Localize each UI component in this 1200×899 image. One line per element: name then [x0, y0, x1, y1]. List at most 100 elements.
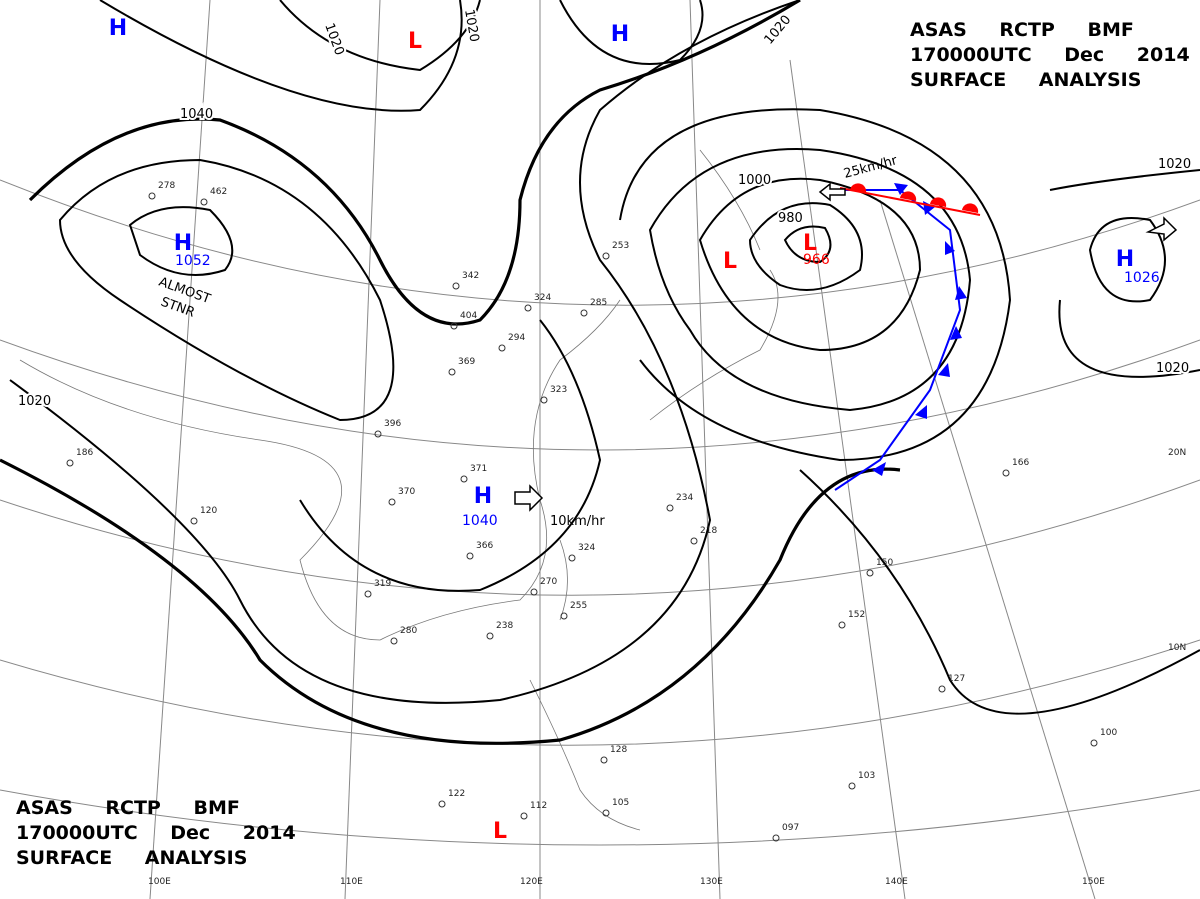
station-circle [388, 498, 396, 506]
longitude-label: 100E [148, 877, 171, 887]
center-symbol: L [493, 819, 507, 844]
station-pressure: 371 [470, 464, 487, 474]
station-circle [486, 632, 494, 640]
station-circle [540, 396, 548, 404]
center-symbol: L [803, 231, 817, 256]
center-symbol: H [611, 22, 629, 47]
station-circle [866, 569, 874, 577]
center-symbol: L [408, 29, 422, 54]
station-circle [602, 252, 610, 260]
station-pressure: 369 [458, 357, 475, 367]
station-pressure: 150 [876, 558, 893, 568]
latitude-label: 10N [1168, 643, 1186, 653]
header-line: 170000UTC Dec 2014 [910, 44, 1190, 66]
station-pressure: 462 [210, 187, 227, 197]
station-pressure: 100 [1100, 728, 1117, 738]
isobar-label: 1040 [180, 107, 213, 122]
station-pressure: 112 [530, 801, 547, 811]
motion-label: 10km/hr [550, 514, 605, 529]
station-circle [600, 756, 608, 764]
isobar-label: 1020 [1156, 361, 1189, 376]
station-pressure: 120 [200, 506, 217, 516]
station-pressure: 253 [612, 241, 629, 251]
station-circle [460, 475, 468, 483]
longitude-label: 120E [520, 877, 543, 887]
station-pressure: 105 [612, 798, 629, 808]
station-pressure: 280 [400, 626, 417, 636]
header-line: SURFACE ANALYSIS [16, 847, 247, 869]
station-circle [438, 800, 446, 808]
station-circle [148, 192, 156, 200]
station-circle [560, 612, 568, 620]
station-pressure: 285 [590, 298, 607, 308]
fronts [514, 182, 1178, 512]
station-pressure: 122 [448, 789, 465, 799]
station-circle [1002, 469, 1010, 477]
station-circle [450, 322, 458, 330]
station-pressure: 166 [1012, 458, 1029, 468]
station-circle [524, 304, 532, 312]
station-pressure: 127 [948, 674, 965, 684]
center-pressure: 1040 [462, 513, 498, 529]
station-pressure: 255 [570, 601, 587, 611]
station-pressure: 404 [460, 311, 477, 321]
station-pressure: 186 [76, 448, 93, 458]
station-pressure: 218 [700, 526, 717, 536]
center-symbol: H [174, 231, 192, 256]
station-circle [200, 198, 208, 206]
station-circle [364, 590, 372, 598]
header-line: ASAS RCTP BMF [910, 19, 1134, 41]
station-circle [690, 537, 698, 545]
station-pressure: 342 [462, 271, 479, 281]
station-pressure: 097 [782, 823, 799, 833]
station-circle [848, 782, 856, 790]
station-circle [772, 834, 780, 842]
station-circle [666, 504, 674, 512]
isobar-label: 1000 [738, 173, 771, 188]
center-pressure: 966 [803, 252, 830, 268]
station-circle [448, 368, 456, 376]
center-symbol: H [109, 16, 127, 41]
isobar-label: 980 [778, 211, 803, 226]
header-line: 170000UTC Dec 2014 [16, 822, 296, 844]
station-pressure: 294 [508, 333, 525, 343]
station-circle [374, 430, 382, 438]
station-pressure: 366 [476, 541, 493, 551]
station-circle [580, 309, 588, 317]
station-pressure: 324 [534, 293, 551, 303]
station-pressure: 238 [496, 621, 513, 631]
center-pressure: 1026 [1124, 270, 1160, 286]
station-circle [602, 809, 610, 817]
station-circle [530, 588, 538, 596]
isobar-label: 1020 [1158, 157, 1191, 172]
station-circle [1090, 739, 1098, 747]
station-pressure: 323 [550, 385, 567, 395]
station-pressure: 319 [374, 579, 391, 589]
station-pressure: 324 [578, 543, 595, 553]
center-pressure: 1052 [175, 253, 211, 269]
center-symbol: H [1116, 247, 1134, 272]
header-line: ASAS RCTP BMF [16, 797, 240, 819]
center-symbol: L [723, 249, 737, 274]
station-circle [390, 637, 398, 645]
station-circle [498, 344, 506, 352]
center-symbol: H [474, 484, 492, 509]
station-pressure: 152 [848, 610, 865, 620]
coastline [19, 149, 779, 831]
station-pressure: 278 [158, 181, 175, 191]
longitude-label: 150E [1082, 877, 1105, 887]
latitude-label: 20N [1168, 448, 1186, 458]
station-circle [520, 812, 528, 820]
station-circle [938, 685, 946, 693]
station-pressure: 370 [398, 487, 415, 497]
longitude-label: 140E [885, 877, 908, 887]
station-circle [66, 459, 74, 467]
station-circle [838, 621, 846, 629]
header-line: SURFACE ANALYSIS [910, 69, 1141, 91]
station-pressure: 103 [858, 771, 875, 781]
station-pressure: 128 [610, 745, 627, 755]
station-circle [568, 554, 576, 562]
station-circle [190, 517, 198, 525]
station-pressure: 234 [676, 493, 693, 503]
